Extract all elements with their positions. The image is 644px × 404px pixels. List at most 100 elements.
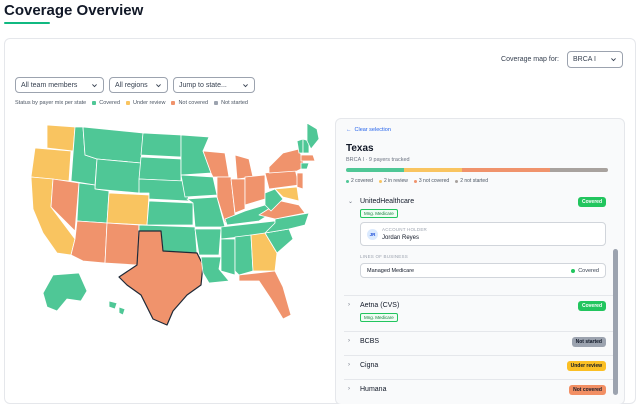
summary-item: 2 in review bbox=[378, 178, 408, 184]
state-missouri[interactable] bbox=[186, 196, 226, 228]
payer-row-header[interactable]: › Aetna (CVS) Covered Mng. Medicare bbox=[344, 296, 614, 322]
payer-name: Humana bbox=[360, 386, 387, 393]
legend-item-not-covered: Not covered bbox=[171, 100, 208, 106]
line-of-business-row: Managed Medicare Covered bbox=[360, 263, 606, 278]
state-alabama[interactable] bbox=[234, 234, 254, 276]
payer-row-cigna[interactable]: › Cigna Under review bbox=[344, 356, 614, 380]
payer-row-bcbs[interactable]: › BCBS Not started bbox=[344, 332, 614, 356]
state-arkansas[interactable] bbox=[194, 228, 222, 256]
state-new-mexico[interactable] bbox=[104, 222, 140, 266]
legend-item-covered: Covered bbox=[92, 100, 120, 106]
state-new-jersey[interactable] bbox=[296, 172, 304, 190]
state-wyoming[interactable] bbox=[94, 158, 142, 194]
state-montana[interactable] bbox=[82, 126, 144, 164]
state-alaska[interactable] bbox=[42, 272, 88, 312]
coverage-card: Coverage map for: BRCA I All team member… bbox=[4, 38, 636, 404]
legend-swatch bbox=[214, 101, 219, 105]
state-ohio[interactable] bbox=[244, 174, 266, 206]
chevron-right-icon: › bbox=[348, 386, 350, 392]
status-badge: Under review bbox=[566, 361, 606, 371]
status-badge: Covered bbox=[577, 301, 606, 311]
state-hawaii[interactable] bbox=[108, 300, 126, 316]
state-michigan[interactable] bbox=[234, 154, 254, 180]
team-filter-value: All team members bbox=[21, 81, 78, 89]
state-mississippi[interactable] bbox=[220, 238, 236, 276]
region-filter-value: All regions bbox=[115, 81, 148, 89]
state-kansas[interactable] bbox=[146, 200, 194, 226]
jump-to-state-select[interactable]: Jump to state... bbox=[173, 77, 255, 93]
state-connecticut[interactable] bbox=[300, 162, 310, 170]
chevron-down-icon bbox=[243, 83, 248, 87]
chevron-down-icon: ⌄ bbox=[348, 199, 354, 205]
team-filter-select[interactable]: All team members bbox=[15, 77, 104, 93]
legend-label: Not started bbox=[221, 100, 248, 106]
state-colorado[interactable] bbox=[106, 192, 150, 226]
clear-selection-link[interactable]: ← Clear selection bbox=[346, 127, 391, 133]
summary-item: 2 not started bbox=[455, 178, 488, 184]
legend-item-under-review: Under review bbox=[126, 100, 165, 106]
state-nevada[interactable] bbox=[50, 178, 80, 232]
coverage-map-selector: Coverage map for: BRCA I bbox=[501, 51, 623, 68]
legend-label: Covered bbox=[99, 100, 121, 106]
legend-label: Under review bbox=[133, 100, 166, 106]
status-summary-bar bbox=[346, 168, 608, 172]
region-filter-select[interactable]: All regions bbox=[109, 77, 168, 93]
state-maine[interactable] bbox=[306, 122, 320, 150]
payer-row-unitedhealthcare[interactable]: ⌄ UnitedHealthcare Covered Mng. Medicare… bbox=[344, 192, 614, 296]
coverage-map-value: BRCA I bbox=[573, 56, 596, 63]
clear-selection-label: Clear selection bbox=[354, 127, 391, 133]
chevron-down-icon bbox=[611, 58, 616, 62]
lines-of-business-label: LINES OF BUSINESS bbox=[360, 254, 408, 259]
state-iowa[interactable] bbox=[180, 174, 218, 198]
chevron-down-icon bbox=[92, 83, 97, 87]
state-maryland[interactable] bbox=[274, 186, 300, 202]
state-texas[interactable] bbox=[118, 230, 204, 326]
line-of-business-tag: Mng. Medicare bbox=[360, 209, 398, 218]
summary-dot bbox=[346, 179, 349, 183]
us-coverage-map[interactable] bbox=[13, 115, 321, 329]
payer-row-header[interactable]: › Humana Not covered bbox=[344, 380, 614, 404]
state-washington[interactable] bbox=[46, 124, 76, 152]
filters: All team members All regions Jump to sta… bbox=[15, 77, 255, 93]
state-detail-panel: ← Clear selection Texas BRCA I · 9 payer… bbox=[335, 118, 625, 404]
status-legend: Status by payer mix per state Covered Un… bbox=[15, 100, 248, 106]
payer-row-aetna[interactable]: › Aetna (CVS) Covered Mng. Medicare bbox=[344, 296, 614, 332]
state-indiana[interactable] bbox=[230, 178, 246, 214]
payer-name: Aetna (CVS) bbox=[360, 302, 400, 309]
status-dot bbox=[571, 269, 576, 273]
payer-row-header[interactable]: ⌄ UnitedHealthcare Covered Mng. Medicare bbox=[344, 192, 614, 218]
summary-label: 2 in review bbox=[383, 178, 408, 184]
state-title: Texas bbox=[346, 143, 374, 154]
state-south-dakota[interactable] bbox=[138, 156, 182, 182]
line-of-business-tag: Mng. Medicare bbox=[360, 313, 398, 322]
state-oregon[interactable] bbox=[30, 147, 72, 182]
state-florida[interactable] bbox=[238, 270, 292, 320]
status-badge: Not started bbox=[571, 337, 606, 347]
line-of-business-status-label: Covered bbox=[578, 268, 599, 274]
status-bar-segment bbox=[404, 168, 463, 172]
summary-item: 3 not covered bbox=[413, 178, 450, 184]
jump-to-state-value: Jump to state... bbox=[179, 81, 227, 89]
summary-label: 3 not covered bbox=[418, 178, 450, 184]
state-north-carolina[interactable] bbox=[264, 212, 310, 234]
avatar: JR bbox=[367, 229, 378, 240]
legend-swatch bbox=[92, 101, 97, 105]
chevron-right-icon: › bbox=[348, 302, 350, 308]
payer-row-header[interactable]: › Cigna Under review bbox=[344, 356, 614, 382]
payer-row-header[interactable]: › BCBS Not started bbox=[344, 332, 614, 358]
state-subtitle: BRCA I · 9 payers tracked bbox=[346, 157, 410, 163]
summary-dot bbox=[455, 179, 459, 183]
scrollbar-thumb[interactable] bbox=[613, 249, 618, 395]
payer-name: BCBS bbox=[360, 338, 380, 345]
state-massachusetts[interactable] bbox=[300, 154, 316, 162]
state-arizona[interactable] bbox=[70, 220, 108, 264]
payer-name: Cigna bbox=[360, 362, 379, 369]
payer-row-humana[interactable]: › Humana Not covered bbox=[344, 380, 614, 404]
page-title: Coverage Overview bbox=[4, 2, 144, 19]
legend-caption: Status by payer mix per state bbox=[15, 100, 87, 106]
coverage-map-select[interactable]: BRCA I bbox=[567, 51, 623, 68]
state-north-dakota[interactable] bbox=[140, 132, 182, 158]
payer-list: ⌄ UnitedHealthcare Covered Mng. Medicare… bbox=[344, 192, 614, 404]
summary-label: 2 not started bbox=[460, 178, 488, 184]
state-west-virginia[interactable] bbox=[264, 188, 284, 212]
